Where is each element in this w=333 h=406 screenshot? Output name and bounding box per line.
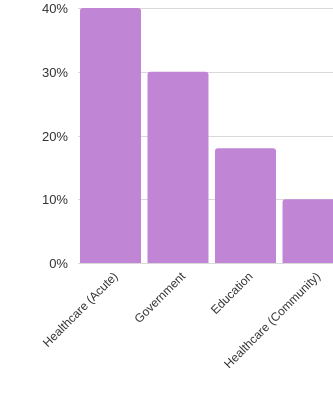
bar-education xyxy=(215,148,276,263)
y-axis-tick-labels: 0% 10% 20% 30% 40% xyxy=(42,1,68,271)
x-category-label: Education xyxy=(208,269,256,317)
y-tick-label: 40% xyxy=(42,1,68,16)
y-tick-label: 0% xyxy=(49,256,68,271)
x-axis-category-labels: Healthcare (Acute) Government EducationHea… xyxy=(40,269,323,371)
y-tick-label: 20% xyxy=(42,129,68,144)
x-category-label: Government xyxy=(132,269,189,326)
y-tick-label: 30% xyxy=(42,65,68,80)
bars xyxy=(80,8,333,263)
bar-healthcare-acute xyxy=(80,8,141,263)
y-tick-label: 10% xyxy=(42,192,68,207)
bar-government xyxy=(147,71,209,263)
bar-healthcare-community xyxy=(282,199,333,263)
x-category-label: Healthcare (Acute) xyxy=(40,269,121,350)
